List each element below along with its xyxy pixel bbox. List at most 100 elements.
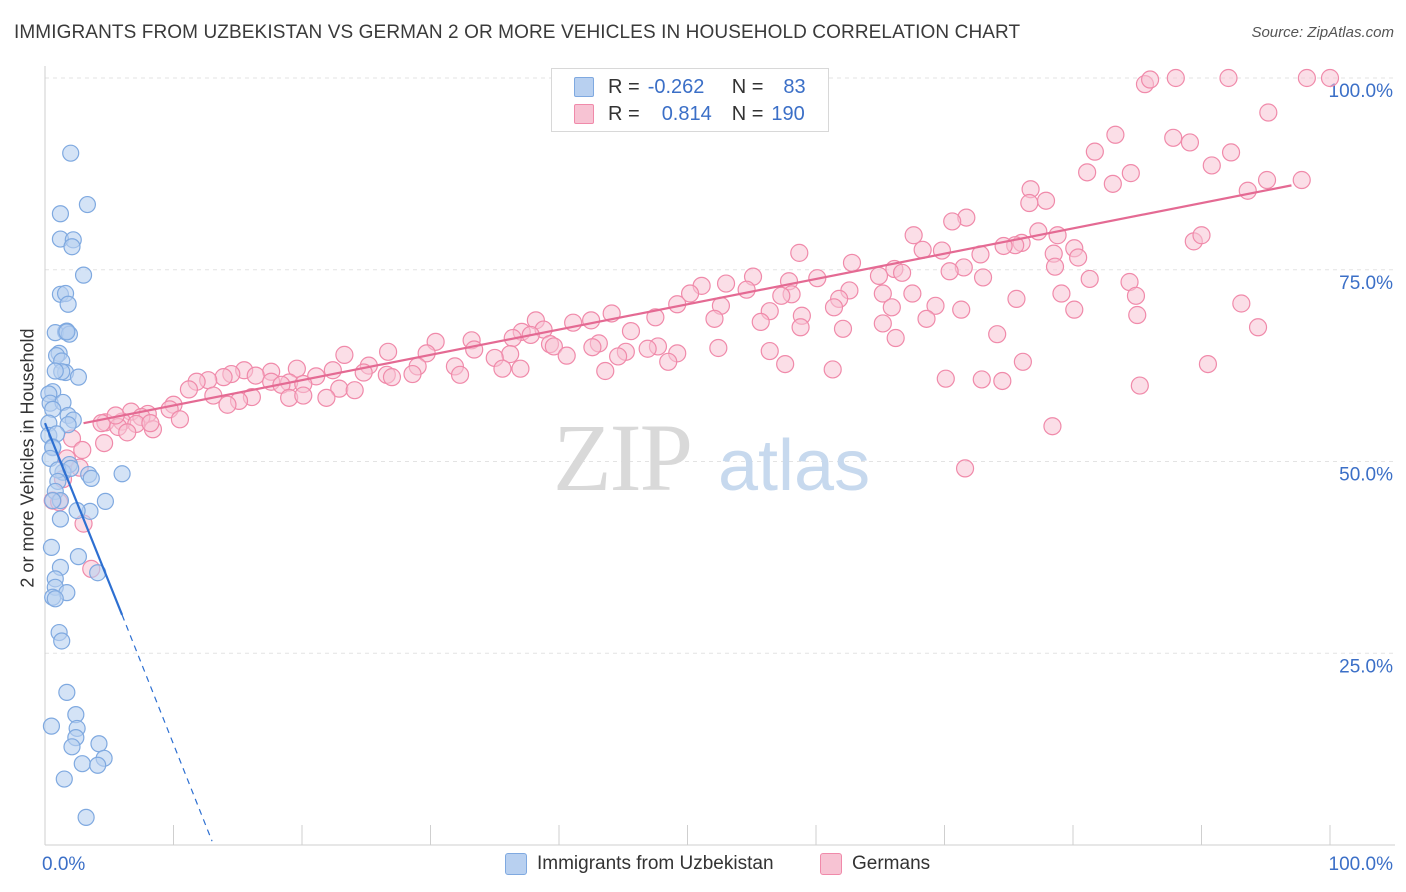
data-point-germans (926, 296, 945, 315)
data-point-germans (596, 361, 615, 381)
legend-n-value: 83 (783, 75, 806, 98)
data-point-germans (1013, 352, 1032, 371)
bottom-legend-label: Germans (852, 853, 931, 874)
data-point-germans (1221, 143, 1241, 162)
data-point-germans (1180, 133, 1200, 152)
data-point-uzbekistan (74, 266, 93, 284)
data-point-germans (621, 322, 641, 341)
data-point-germans (988, 325, 1007, 344)
data-point-uzbekistan (82, 469, 100, 487)
data-point-germans (1166, 68, 1185, 88)
data-point-germans (705, 309, 724, 328)
data-point-germans (776, 354, 795, 374)
data-point-uzbekistan (113, 465, 131, 483)
data-point-germans (609, 347, 628, 366)
data-point-germans (214, 368, 233, 387)
y-tick-label: 50.0% (1339, 465, 1393, 486)
legend-r-label: R = (608, 102, 640, 125)
data-point-germans (1045, 257, 1065, 276)
data-point-uzbekistan (69, 368, 88, 386)
legend-r-label: R = (608, 75, 640, 98)
data-point-germans (917, 309, 936, 328)
bottom-legend-germans: Germans (820, 852, 930, 876)
data-point-germans (873, 314, 892, 333)
data-point-germans (791, 318, 810, 337)
data-point-germans (1198, 354, 1218, 374)
data-point-germans (955, 459, 975, 478)
data-point-germans (973, 268, 993, 287)
data-point-germans (1052, 284, 1071, 303)
data-point-uzbekistan (44, 492, 62, 510)
data-point-germans (823, 360, 842, 379)
data-point-germans (886, 328, 905, 348)
data-point-uzbekistan (63, 238, 81, 256)
data-point-uzbekistan (58, 323, 76, 341)
data-point-germans (1164, 128, 1183, 147)
data-point-germans (1192, 226, 1211, 245)
data-point-uzbekistan (62, 144, 80, 162)
data-point-germans (940, 262, 959, 281)
data-point-germans (646, 308, 665, 327)
data-point-uzbekistan (73, 755, 91, 773)
y-tick-label: 75.0% (1339, 273, 1393, 294)
data-point-germans (218, 395, 237, 414)
data-point-uzbekistan (59, 416, 77, 434)
data-point-germans (892, 263, 912, 282)
data-point-germans (465, 340, 484, 359)
data-point-germans (73, 440, 92, 460)
data-point-germans (1126, 286, 1146, 305)
data-point-germans (246, 366, 265, 385)
bottom-legend-swatch-blue (505, 853, 527, 875)
data-point-germans (511, 359, 530, 378)
data-point-germans (790, 243, 809, 262)
legend-n-label: N = (731, 75, 764, 98)
bottom-legend-swatch-pink (820, 853, 842, 875)
x-tick-label: 100.0% (1329, 854, 1394, 875)
data-point-uzbekistan (89, 756, 107, 774)
data-point-germans (1219, 68, 1238, 88)
x-tick-label: 0.0% (42, 854, 85, 875)
data-point-germans (716, 274, 736, 293)
watermark-zip: ZIP (553, 404, 691, 511)
data-point-germans (1232, 294, 1251, 313)
data-point-germans (1238, 181, 1257, 200)
data-point-germans (179, 380, 199, 399)
trend-line-germans (83, 184, 1292, 425)
data-point-germans (842, 253, 862, 272)
data-point-uzbekistan (55, 770, 73, 788)
legend-row-uzbekistan: R = -0.262 N = 83 (574, 74, 806, 100)
data-point-germans (1007, 289, 1026, 308)
data-point-germans (638, 339, 657, 358)
data-point-germans (583, 338, 602, 357)
data-point-germans (1103, 174, 1122, 193)
data-point-uzbekistan (46, 362, 64, 380)
data-point-germans (873, 284, 892, 303)
data-point-germans (824, 298, 844, 317)
y-tick-label: 100.0% (1329, 81, 1394, 102)
data-point-uzbekistan (42, 717, 61, 735)
data-point-germans (1257, 170, 1277, 190)
data-point-germans (1020, 193, 1039, 213)
data-point-germans (760, 341, 779, 361)
data-point-germans (1259, 103, 1278, 122)
bottom-legend-uzbekistan: Immigrants from Uzbekistan (505, 852, 774, 876)
data-point-germans (751, 312, 770, 332)
data-point-germans (335, 345, 354, 364)
data-point-uzbekistan (51, 510, 70, 528)
data-point-germans (544, 337, 563, 356)
data-point-uzbekistan (77, 808, 95, 826)
trend-line-uzbekistan-extension (121, 614, 213, 842)
data-point-germans (287, 359, 306, 378)
correlation-legend: R = -0.262 N = 83 R = 0.814 N = 190 (551, 68, 829, 132)
data-point-germans (1085, 142, 1104, 161)
data-point-germans (869, 266, 889, 285)
data-point-germans (378, 342, 398, 361)
legend-swatch-blue (574, 77, 594, 97)
legend-r-value: -0.262 (647, 75, 705, 98)
data-point-germans (345, 381, 364, 400)
data-point-uzbekistan (53, 632, 71, 650)
data-point-germans (1043, 417, 1062, 436)
data-point-germans (659, 352, 678, 371)
data-point-germans (450, 365, 470, 384)
